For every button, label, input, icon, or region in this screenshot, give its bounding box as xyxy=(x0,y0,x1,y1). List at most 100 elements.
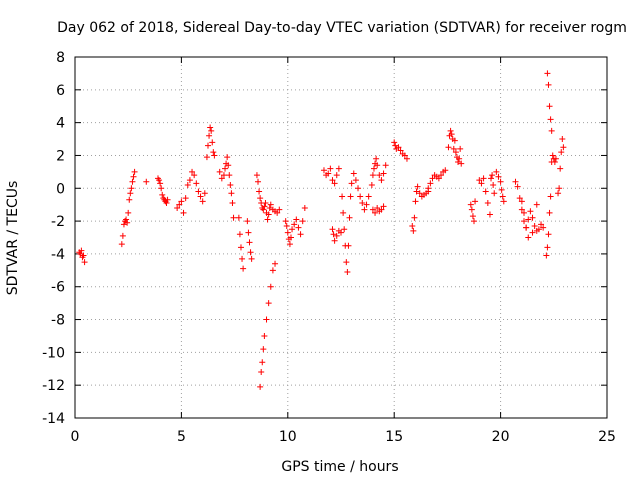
data-point xyxy=(363,201,370,208)
data-point xyxy=(529,214,536,221)
data-point xyxy=(471,218,477,225)
data-point xyxy=(320,167,327,174)
x-tick-label: 20 xyxy=(492,429,510,445)
data-point xyxy=(282,218,289,225)
data-point xyxy=(343,259,350,266)
data-point xyxy=(224,154,231,161)
data-point xyxy=(205,142,211,149)
axes: 0 5 10 15 20 25 -14 -12 -10 -8 -6 -4 -2 0 2 4 6 8 xyxy=(42,50,616,445)
data-point xyxy=(220,172,227,179)
data-point xyxy=(482,188,489,195)
data-point xyxy=(253,172,260,179)
data-point xyxy=(159,191,166,198)
data-point xyxy=(195,188,202,195)
data-point xyxy=(330,231,337,238)
data-point xyxy=(472,198,479,205)
data-point xyxy=(410,227,417,234)
data-point xyxy=(331,180,338,187)
data-point xyxy=(546,209,553,216)
y-tick-label: -10 xyxy=(42,345,65,361)
data-point xyxy=(378,206,385,213)
data-point xyxy=(174,204,181,211)
x-tick-label: 15 xyxy=(385,429,403,445)
data-point xyxy=(391,139,398,146)
data-point xyxy=(442,167,449,174)
y-tick-label: -2 xyxy=(51,214,65,230)
data-point xyxy=(478,180,485,187)
data-point xyxy=(380,203,387,210)
data-point xyxy=(260,206,267,213)
data-point xyxy=(427,180,434,187)
x-tick-label: 25 xyxy=(598,429,616,445)
data-point xyxy=(338,229,344,236)
data-point xyxy=(352,177,359,184)
data-point xyxy=(245,229,252,236)
data-point xyxy=(244,218,251,225)
data-point xyxy=(499,193,506,200)
data-point xyxy=(552,155,559,162)
data-point xyxy=(182,195,189,202)
data-point xyxy=(246,239,253,246)
data-point xyxy=(347,193,354,200)
data-point xyxy=(540,224,547,231)
data-point xyxy=(157,180,164,187)
data-point xyxy=(119,232,126,239)
data-point xyxy=(523,224,530,231)
data-point xyxy=(125,209,132,216)
data-point xyxy=(295,224,302,231)
data-point xyxy=(544,244,551,251)
data-point xyxy=(525,216,532,223)
data-point xyxy=(240,265,247,272)
data-point xyxy=(348,180,355,187)
data-point xyxy=(341,226,348,233)
x-tick-label: 5 xyxy=(177,429,186,445)
data-point xyxy=(549,152,556,159)
data-point xyxy=(258,369,265,376)
data-point xyxy=(392,142,399,149)
data-point xyxy=(199,198,206,205)
data-point xyxy=(184,181,191,188)
data-point xyxy=(186,177,193,184)
data-point xyxy=(120,221,127,228)
data-point xyxy=(416,190,423,197)
y-tick-label: -4 xyxy=(51,247,65,263)
data-point xyxy=(350,170,357,177)
data-point xyxy=(163,200,170,207)
data-point xyxy=(429,175,436,182)
y-tick-label: 4 xyxy=(56,116,65,132)
data-point xyxy=(374,162,381,169)
data-point xyxy=(289,226,296,233)
data-point xyxy=(484,200,491,207)
data-point xyxy=(491,190,498,197)
data-point xyxy=(543,252,550,259)
data-point xyxy=(345,242,352,249)
data-point xyxy=(276,206,283,213)
data-point xyxy=(514,183,521,190)
data-point xyxy=(293,216,300,223)
data-point xyxy=(516,195,523,202)
data-point xyxy=(547,193,554,200)
data-point xyxy=(283,223,290,230)
data-point xyxy=(329,177,336,184)
data-point xyxy=(455,159,462,166)
data-point xyxy=(560,144,567,151)
chart-title: Day 062 of 2018, Sidereal Day-to-day VTE… xyxy=(57,20,627,36)
data-point xyxy=(325,170,332,177)
data-point xyxy=(207,124,214,131)
data-point xyxy=(227,181,234,188)
data-point xyxy=(544,70,551,77)
data-point xyxy=(266,204,273,211)
data-point xyxy=(555,190,562,197)
x-tick-label: 0 xyxy=(71,429,80,445)
data-point xyxy=(457,145,464,152)
data-point xyxy=(81,259,88,266)
y-tick-label: 2 xyxy=(56,148,65,164)
y-axis-title: SDTVAR / TECUs xyxy=(5,181,21,296)
data-point xyxy=(267,283,274,290)
data-point xyxy=(450,145,457,152)
data-point xyxy=(409,223,416,230)
data-point xyxy=(257,195,264,202)
y-tick-label: 0 xyxy=(56,181,65,197)
data-point xyxy=(156,177,163,184)
data-point xyxy=(365,193,372,200)
